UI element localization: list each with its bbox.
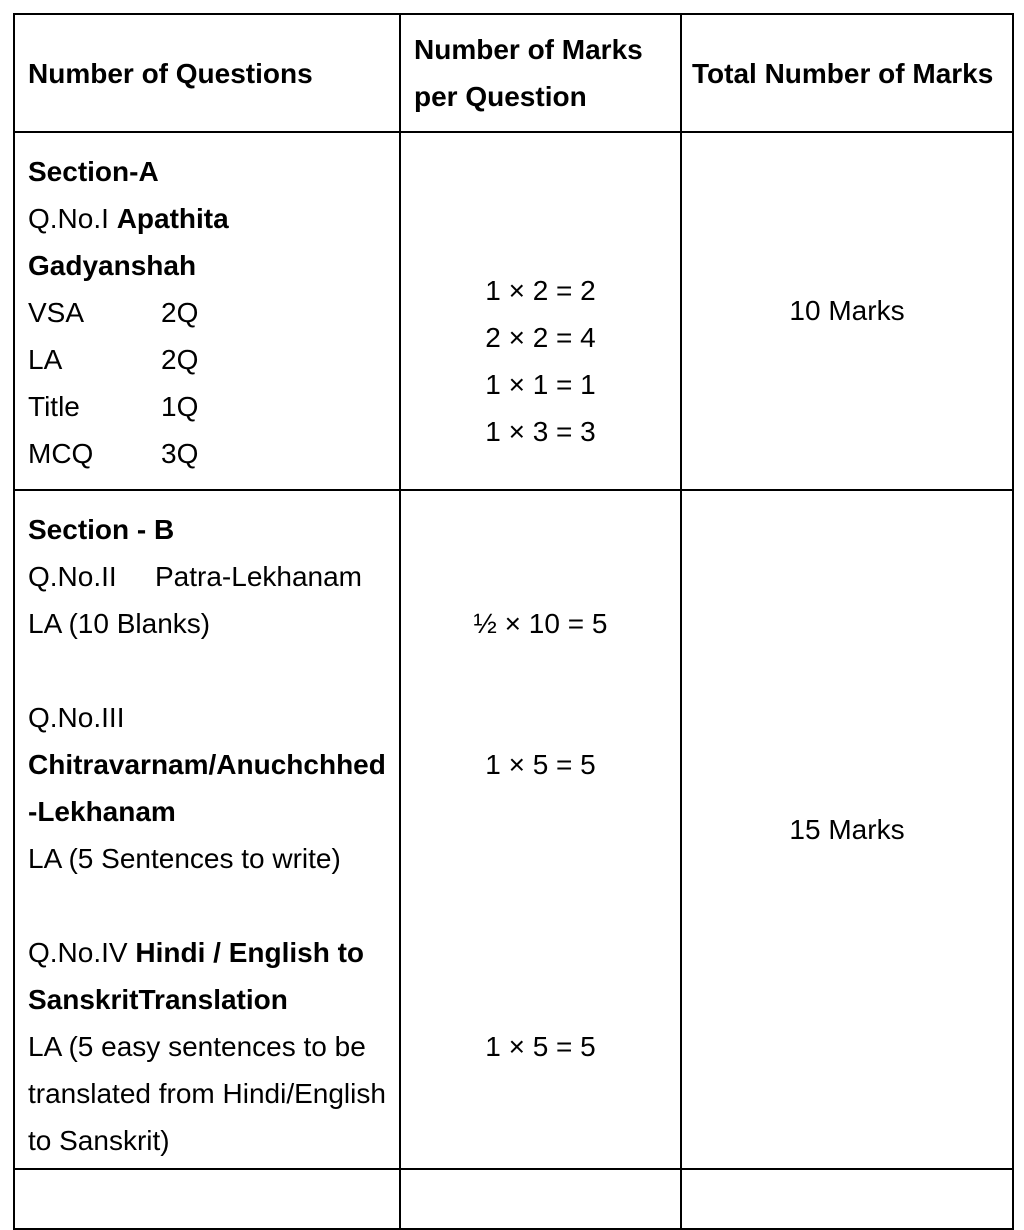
cell-section-b-marks-per-question: ½ × 10 = 5 1 × 5 = 5 1 × 5 = 5 — [399, 489, 682, 1170]
section-b-total-marks: 15 Marks — [789, 813, 905, 845]
spacer-line — [402, 694, 679, 741]
spacer-line — [402, 647, 679, 694]
cell-next-questions — [13, 1168, 401, 1230]
cell-section-b-total: 15 Marks — [680, 489, 1014, 1170]
q4-detail: LA (5 easy sentences to be — [28, 1031, 366, 1062]
q1-heading: Q.No.I Apathita — [28, 203, 229, 234]
section-a-total-marks: 10 Marks — [789, 295, 905, 326]
q3-detail: LA (5 Sentences to write) — [28, 843, 341, 874]
cell-section-a-total: 10 Marks — [680, 131, 1014, 491]
row-next-partial — [13, 1168, 1014, 1230]
item-title: Title 1Q — [28, 391, 199, 422]
marks-calc-line: 1 × 3 = 3 — [485, 416, 596, 447]
marks-calc-line: 1 × 1 = 1 — [485, 369, 596, 400]
q2-marks-calc: ½ × 10 = 5 — [473, 608, 608, 639]
spacer-line — [28, 882, 393, 929]
q4-heading: Q.No.IV Hindi / English to — [28, 937, 365, 968]
marks-calc-line: 2 × 2 = 4 — [485, 322, 596, 353]
q1-heading-cont: Gadyanshah — [28, 250, 197, 281]
cell-next-marks-per-question — [399, 1168, 682, 1230]
section-b-title: Section - B — [28, 514, 175, 545]
q3-heading: Q.No.III — [28, 702, 125, 733]
q4-marks-calc: 1 × 5 = 5 — [485, 1031, 596, 1062]
spacer-line — [402, 835, 679, 882]
row-section-b: Section - B Q.No.II Patra-Lekhanam LA (10… — [13, 489, 1014, 1170]
spacer-line — [28, 647, 393, 694]
q4-detail-cont: translated from Hindi/English — [28, 1078, 386, 1109]
q4-detail-end: to Sanskrit) — [28, 1125, 170, 1156]
header-number-of-questions: Number of Questions — [13, 13, 401, 133]
cell-section-b-questions: Section - B Q.No.II Patra-Lekhanam LA (10… — [13, 489, 401, 1170]
q3-title-cont: -Lekhanam — [28, 796, 176, 827]
spacer-line — [402, 506, 679, 553]
spacer-line — [402, 976, 679, 1023]
spacer-line — [402, 553, 679, 600]
item-la: LA 2Q — [28, 344, 199, 375]
item-mcq: MCQ 3Q — [28, 438, 199, 469]
row-section-a: Section-A Q.No.I Apathita Gadyanshah VSA… — [13, 131, 1014, 491]
spacer-line — [402, 929, 679, 976]
q4-title-cont: SanskritTranslation — [28, 984, 288, 1015]
q2-heading: Q.No.II Patra-Lekhanam — [28, 561, 363, 592]
item-vsa: VSA 2Q — [28, 297, 199, 328]
cell-section-a-questions: Section-A Q.No.I Apathita Gadyanshah VSA… — [13, 131, 401, 491]
spacer-line — [402, 882, 679, 929]
q2-detail: LA (10 Blanks) — [28, 608, 211, 639]
q3-title: Chitravarnam/Anuchchhed — [28, 749, 386, 780]
spacer-line — [402, 788, 679, 835]
marks-calc-line: 1 × 2 = 2 — [485, 275, 596, 306]
header-marks-per-question: Number of Marks per Question — [399, 13, 682, 133]
q3-marks-calc: 1 × 5 = 5 — [485, 749, 596, 780]
marks-distribution-table: Number of Questions Number of Marks per … — [13, 13, 1014, 1230]
header-row: Number of Questions Number of Marks per … — [13, 13, 1014, 133]
cell-next-total — [680, 1168, 1014, 1230]
section-a-title: Section-A — [28, 156, 159, 187]
cell-section-a-marks-per-question: 1 × 2 = 2 2 × 2 = 4 1 × 1 = 1 1 × 3 = 3 — [399, 131, 682, 491]
header-total-marks: Total Number of Marks — [680, 13, 1014, 133]
